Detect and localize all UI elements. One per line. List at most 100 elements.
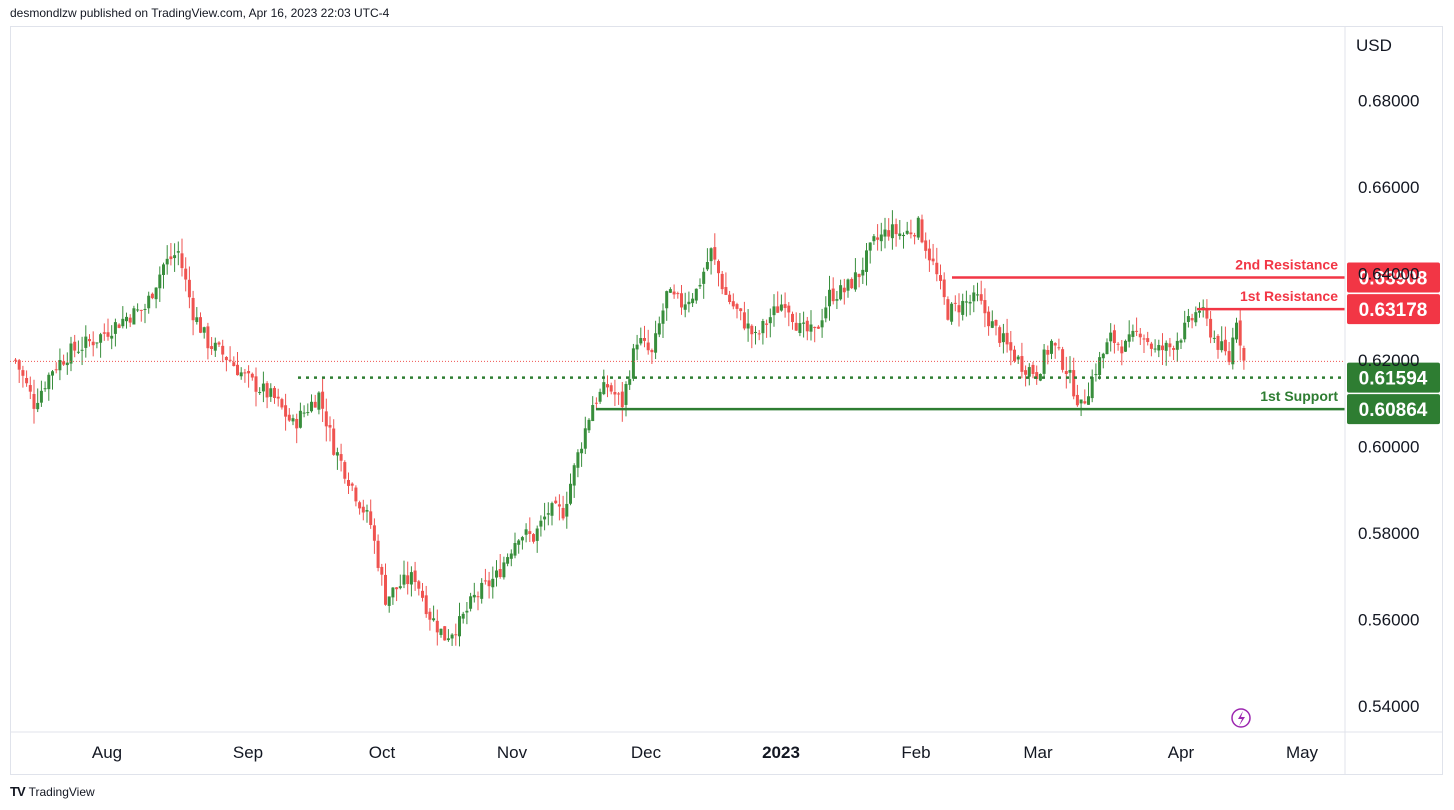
candle-body: [332, 428, 336, 455]
candle-body: [557, 504, 561, 507]
candle: [110, 325, 114, 350]
candle-body: [646, 342, 650, 351]
candle: [1020, 342, 1024, 379]
candle-body: [543, 516, 547, 520]
level-price-tag[interactable]: 0.61594: [1347, 362, 1440, 393]
candle-body: [883, 229, 887, 237]
candle-body: [1038, 373, 1042, 381]
price-tick-label: 0.62000: [1358, 351, 1419, 370]
candle-body: [761, 321, 765, 334]
candle: [905, 221, 909, 235]
candle: [154, 287, 158, 309]
candle: [243, 368, 247, 383]
candle-body: [668, 289, 672, 293]
candle: [1083, 389, 1087, 405]
candle: [291, 414, 295, 426]
candle: [528, 517, 532, 543]
candle: [768, 308, 772, 338]
candle-body: [535, 528, 539, 541]
replay-icon[interactable]: [1231, 708, 1251, 728]
candle: [254, 367, 258, 407]
candle: [491, 566, 495, 599]
candle-body: [221, 345, 225, 355]
candle: [162, 262, 165, 289]
candle-body: [754, 331, 757, 333]
candle-body: [528, 531, 532, 534]
candle: [1094, 363, 1098, 382]
candle: [1212, 330, 1216, 343]
candles-layer: [14, 210, 1246, 647]
candle-body: [1064, 371, 1068, 375]
candle-body: [99, 334, 103, 343]
candle: [158, 266, 162, 302]
candle: [102, 323, 106, 341]
candle: [498, 553, 502, 579]
tradingview-logo-icon[interactable]: TV: [10, 784, 26, 799]
level-price-tag[interactable]: 0.63178: [1347, 294, 1440, 325]
candle-body: [1101, 353, 1105, 359]
candle: [424, 585, 428, 618]
candle: [1135, 317, 1139, 337]
candle: [1138, 328, 1142, 346]
candle-body: [532, 534, 535, 542]
candle-body: [1212, 337, 1216, 339]
price-axis: USD 0.68000 0.66000 0.64000 0.62000 0.60000 0.…: [10, 27, 1443, 775]
level-price-tag[interactable]: 0.60864: [1347, 394, 1440, 425]
candle-body: [820, 320, 824, 328]
candle: [347, 472, 350, 494]
candle: [173, 243, 177, 272]
candle-body: [746, 323, 750, 329]
candle-body: [458, 616, 461, 637]
candle-body: [705, 262, 709, 270]
candle-body: [953, 302, 957, 304]
candle-body: [387, 596, 391, 606]
candle-body: [1035, 372, 1039, 380]
candle-body: [879, 234, 883, 242]
candle-body: [284, 405, 288, 417]
candle-body: [210, 346, 214, 349]
candle-body: [683, 304, 687, 310]
candle: [661, 303, 665, 339]
candle: [454, 623, 458, 646]
level-price-tag[interactable]: 0.63908: [1347, 262, 1440, 293]
candle-body: [25, 377, 29, 384]
candle: [472, 582, 476, 603]
candle: [487, 571, 491, 599]
candle: [1131, 324, 1135, 342]
level-price-tag-bg: [1347, 294, 1440, 325]
candle: [809, 310, 813, 341]
candle: [705, 248, 709, 272]
candle: [550, 501, 554, 526]
candle-body: [602, 382, 606, 395]
candle: [750, 324, 754, 349]
candle: [757, 329, 761, 341]
candle: [939, 264, 942, 290]
candle: [25, 370, 29, 387]
candle: [1061, 346, 1065, 373]
candle: [1124, 339, 1127, 353]
candle: [280, 397, 284, 410]
candle-body: [1075, 394, 1079, 406]
candle-body: [1072, 370, 1076, 397]
candle: [228, 346, 232, 363]
candle: [328, 416, 332, 442]
candle-body: [1223, 339, 1227, 352]
candle: [317, 391, 321, 415]
brand-name[interactable]: TradingView: [28, 784, 95, 799]
price-tick-label: 0.60000: [1358, 438, 1419, 457]
candle-body: [657, 323, 661, 335]
time-tick-label: Feb: [901, 743, 930, 762]
chart-frame[interactable]: [10, 26, 1443, 775]
candle-body: [1005, 332, 1009, 345]
candle-body: [317, 392, 321, 410]
candle-body: [80, 349, 84, 351]
level-price-tag-bg: [1347, 262, 1440, 293]
candle: [95, 342, 99, 349]
candle: [250, 372, 254, 381]
candle: [927, 239, 931, 272]
candle-body: [920, 219, 924, 243]
candle-body: [121, 318, 125, 327]
time-tick-label: Mar: [1023, 743, 1053, 762]
candle-body: [450, 634, 454, 639]
